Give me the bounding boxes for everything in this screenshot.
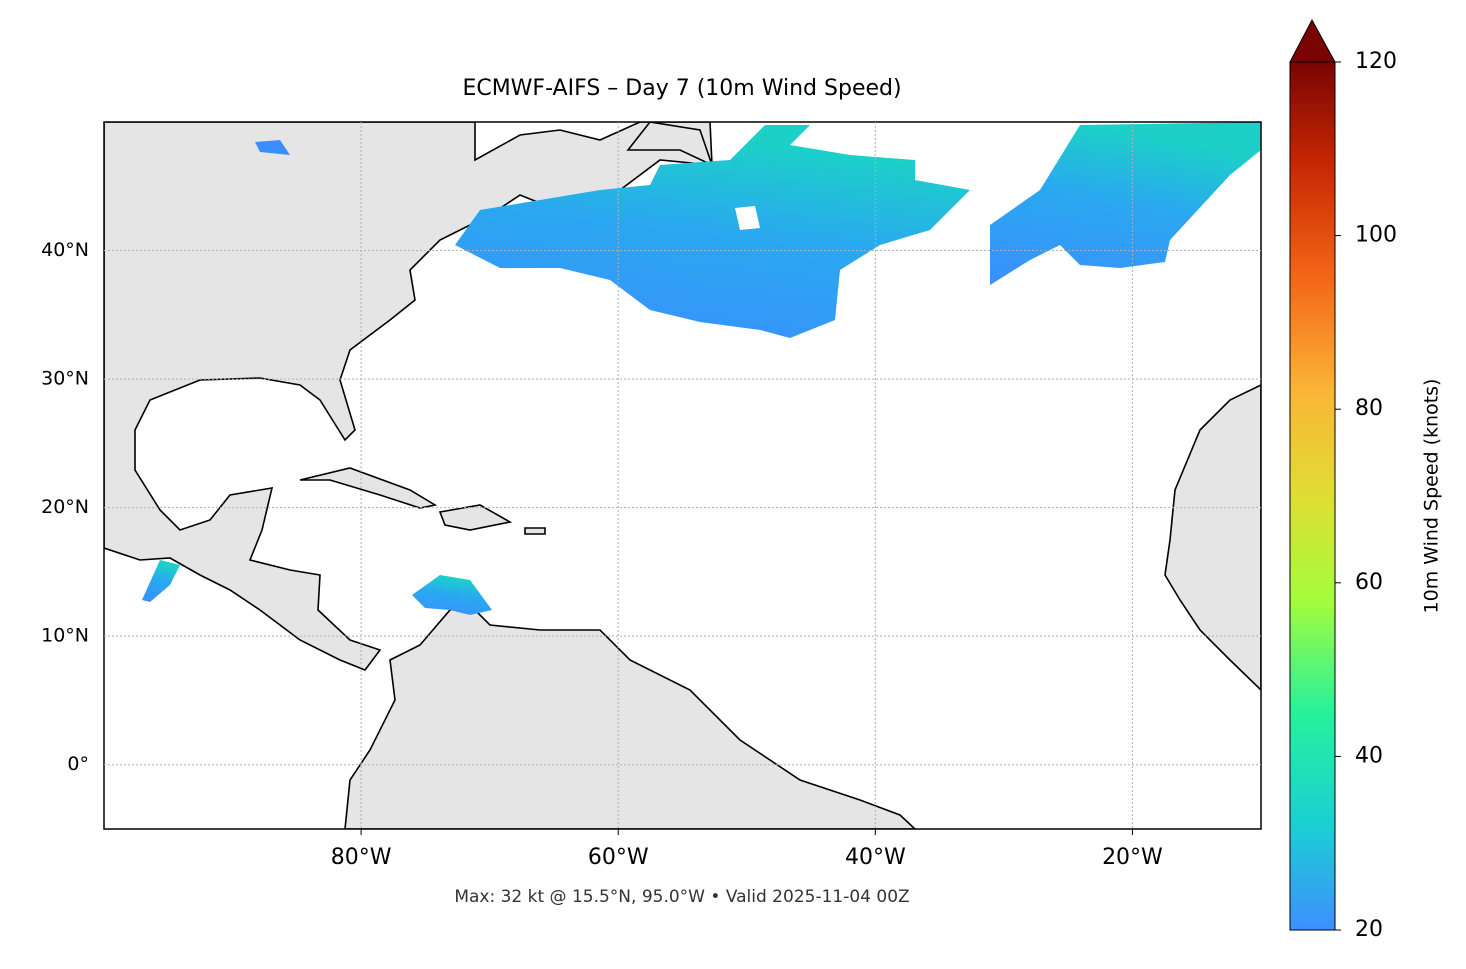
chart-title: ECMWF-AIFS – Day 7 (10m Wind Speed) bbox=[462, 76, 901, 101]
y-tick-label: 30°N bbox=[41, 368, 89, 390]
cuba bbox=[299, 467, 438, 509]
y-tick-label: 10°N bbox=[41, 625, 89, 647]
africa bbox=[1164, 384, 1261, 692]
newfoundland bbox=[626, 122, 714, 167]
y-tick-label: 0° bbox=[67, 753, 89, 775]
map-area bbox=[104, 122, 1261, 829]
x-tick-label: 40°W bbox=[845, 845, 906, 870]
puerto-rico bbox=[524, 527, 546, 535]
footnote: Max: 32 kt @ 15.5°N, 95.0°W • Valid 2025… bbox=[454, 887, 909, 907]
colorbar-tick-label: 100 bbox=[1355, 223, 1397, 248]
colorbar-tick-label: 80 bbox=[1355, 396, 1383, 421]
x-tick-label: 60°W bbox=[588, 845, 649, 870]
wind-area bbox=[255, 140, 290, 155]
x-tick-label: 20°W bbox=[1102, 845, 1163, 870]
colorbar-label: 10m Wind Speed (knots) bbox=[1421, 379, 1443, 614]
colorbar-extend bbox=[1289, 18, 1336, 63]
wind-gap bbox=[735, 206, 760, 230]
colorbar-tick-label: 20 bbox=[1355, 917, 1383, 942]
wind-area bbox=[455, 125, 970, 338]
wind-area bbox=[990, 122, 1261, 285]
colorbar-tick-label: 60 bbox=[1355, 570, 1383, 595]
wind-area bbox=[142, 560, 180, 602]
colorbar bbox=[1289, 61, 1336, 931]
south-america bbox=[344, 604, 917, 829]
colorbar-tick-label: 120 bbox=[1355, 49, 1397, 74]
map-frame bbox=[103, 121, 1262, 830]
colorbar-tick-label: 40 bbox=[1355, 743, 1383, 768]
wind-area bbox=[412, 575, 492, 615]
hispaniola bbox=[438, 504, 513, 531]
x-tick-label: 80°W bbox=[331, 845, 392, 870]
y-tick-label: 20°N bbox=[41, 496, 89, 518]
y-tick-label: 40°N bbox=[41, 239, 89, 261]
